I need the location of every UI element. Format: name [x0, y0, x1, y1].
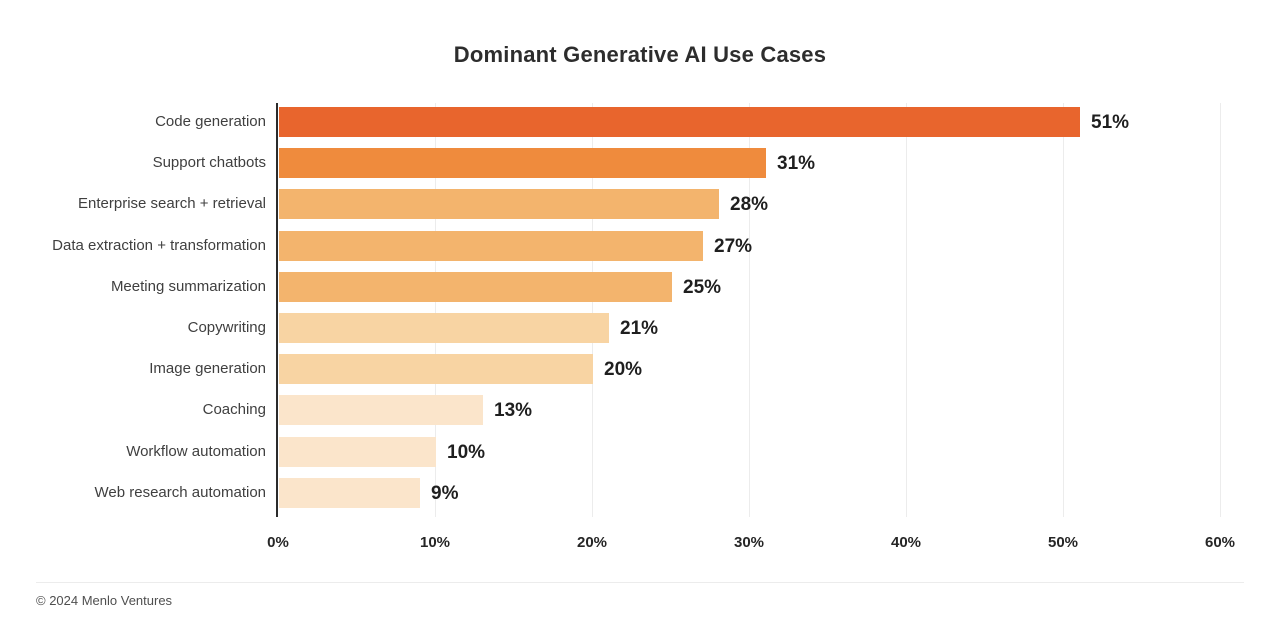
gridline: [435, 103, 436, 517]
footer-divider: [36, 582, 1244, 583]
value-label: 20%: [604, 359, 643, 381]
x-tick-label: 20%: [576, 534, 608, 551]
bar: [279, 271, 672, 302]
gridline: [1220, 103, 1221, 517]
x-tick-label: 0%: [267, 534, 289, 551]
category-label: Web research automation: [94, 483, 266, 501]
category-label: Workflow automation: [126, 442, 266, 460]
value-label: 21%: [620, 318, 659, 339]
chart-title: Dominant Generative AI Use Cases: [453, 42, 827, 67]
category-label: Code generation: [155, 113, 266, 130]
bar: [279, 189, 719, 220]
bar: [279, 395, 483, 426]
value-label: 25%: [683, 276, 722, 298]
value-label: 10%: [447, 441, 486, 463]
x-axis: 0% 10% 20% 30% 40% 50% 60%: [0, 517, 1280, 562]
bar: [279, 148, 766, 179]
category-label: Coaching: [202, 401, 266, 419]
bar: [279, 354, 593, 385]
value-label: 9%: [431, 482, 459, 504]
x-tick-label: 40%: [890, 534, 922, 551]
value-label: 51%: [1091, 112, 1130, 133]
x-tick-label: 60%: [1204, 534, 1236, 551]
bar: [279, 477, 420, 508]
category-label: Data extraction + transformation: [52, 236, 266, 254]
value-label: 28%: [730, 194, 769, 216]
plot-area: Code generation 51% Support chatbots 31% Ent…: [0, 103, 1280, 517]
gridline: [906, 103, 907, 517]
category-label: Support chatbots: [152, 154, 266, 172]
category-label: Image generation: [149, 360, 266, 378]
bar: [279, 230, 703, 261]
copyright-text: © 2024 Menlo Ventures: [36, 593, 173, 608]
gridline: [1063, 103, 1064, 517]
value-label: 13%: [494, 400, 533, 422]
x-tick-label: 10%: [419, 534, 451, 551]
y-axis-line: [276, 103, 278, 517]
bar: [279, 313, 609, 343]
value-label: 27%: [714, 235, 753, 257]
gridline: [749, 103, 750, 517]
gridline: [592, 103, 593, 517]
x-tick-label: 50%: [1047, 534, 1079, 551]
category-label: Copywriting: [187, 319, 266, 336]
bar: [279, 107, 1080, 137]
x-tick-label: 30%: [733, 534, 765, 551]
value-label: 31%: [777, 153, 816, 175]
category-label: Meeting summarization: [110, 277, 266, 295]
category-label: Enterprise search + retrieval: [78, 195, 266, 213]
bar: [279, 436, 436, 467]
